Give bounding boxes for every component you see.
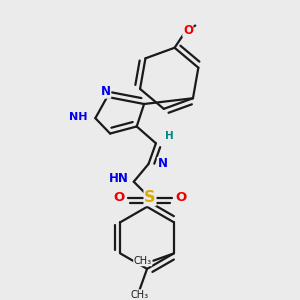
- Text: N: N: [158, 158, 167, 170]
- Text: H: H: [165, 131, 173, 141]
- Text: O: O: [113, 191, 124, 205]
- Text: HN: HN: [109, 172, 128, 185]
- Text: O: O: [183, 23, 193, 37]
- Text: CH₃: CH₃: [130, 290, 149, 300]
- Text: N: N: [101, 85, 111, 98]
- Text: S: S: [144, 190, 156, 206]
- Text: CH₃: CH₃: [134, 256, 152, 266]
- Text: O: O: [176, 191, 187, 205]
- Text: NH: NH: [70, 112, 88, 122]
